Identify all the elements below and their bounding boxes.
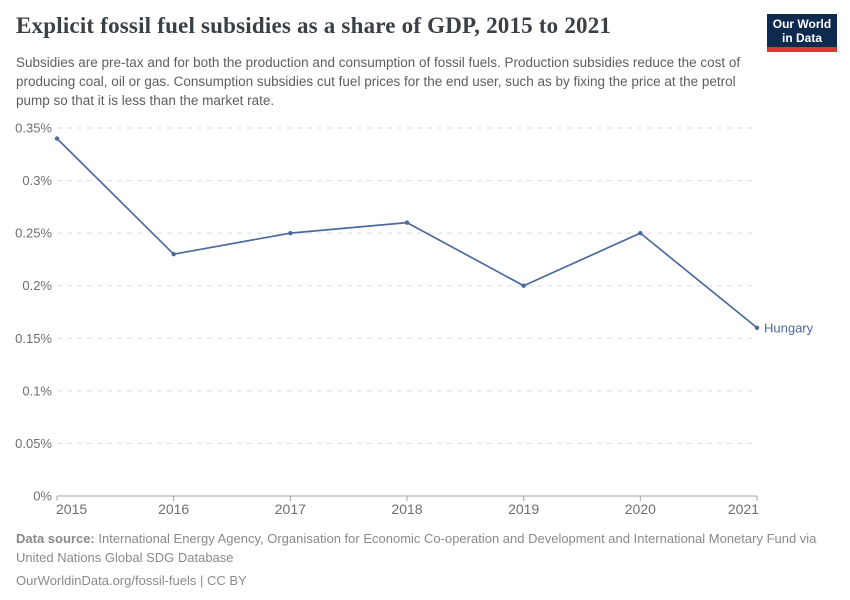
x-axis-tick-label: 2017 [275, 501, 306, 517]
x-axis-tick-label: 2021 [728, 501, 759, 517]
owid-logo-line2: in Data [781, 31, 822, 45]
data-point[interactable] [288, 230, 293, 236]
license-link[interactable]: OurWorldinData.org/fossil-fuels | CC BY [16, 573, 247, 588]
chart-subtitle: Subsidies are pre-tax and for both the p… [16, 55, 741, 108]
x-axis-tick-label: 2018 [391, 501, 422, 517]
y-axis-tick-label: 0.15% [15, 331, 52, 346]
y-axis-tick-label: 0.1% [22, 383, 52, 398]
data-point[interactable] [754, 325, 760, 330]
x-axis-tick-label: 2019 [508, 501, 539, 517]
x-axis-tick-label: 2015 [56, 501, 87, 517]
data-point[interactable] [171, 251, 176, 257]
data-source-text: International Energy Agency, Organisatio… [16, 531, 817, 565]
x-axis-tick-label: 2016 [158, 501, 189, 517]
page-title: Explicit fossil fuel subsidies as a shar… [16, 13, 612, 38]
y-axis-tick-label: 0.25% [15, 226, 52, 241]
chart-footer: Data source: International Energy Agency… [16, 530, 828, 591]
y-axis-tick-label: 0.3% [22, 173, 52, 188]
y-axis-tick-label: 0.2% [22, 278, 52, 293]
data-point[interactable] [404, 220, 410, 225]
data-point[interactable] [521, 283, 526, 288]
y-axis-tick-label: 0.35% [15, 121, 52, 136]
x-axis-tick-label: 2020 [625, 501, 656, 517]
owid-logo[interactable]: Our World in Data [767, 14, 837, 52]
owid-logo-line1: Our World [772, 17, 832, 31]
series-label[interactable]: Hungary [764, 320, 814, 335]
data-point[interactable] [638, 230, 643, 236]
y-axis-tick-label: 0.05% [15, 436, 52, 451]
data-source-line: Data source: International Energy Agency… [16, 530, 828, 567]
y-axis-tick-label: 0% [33, 489, 52, 504]
data-source-label: Data source: [16, 531, 95, 546]
data-point[interactable] [54, 136, 60, 141]
